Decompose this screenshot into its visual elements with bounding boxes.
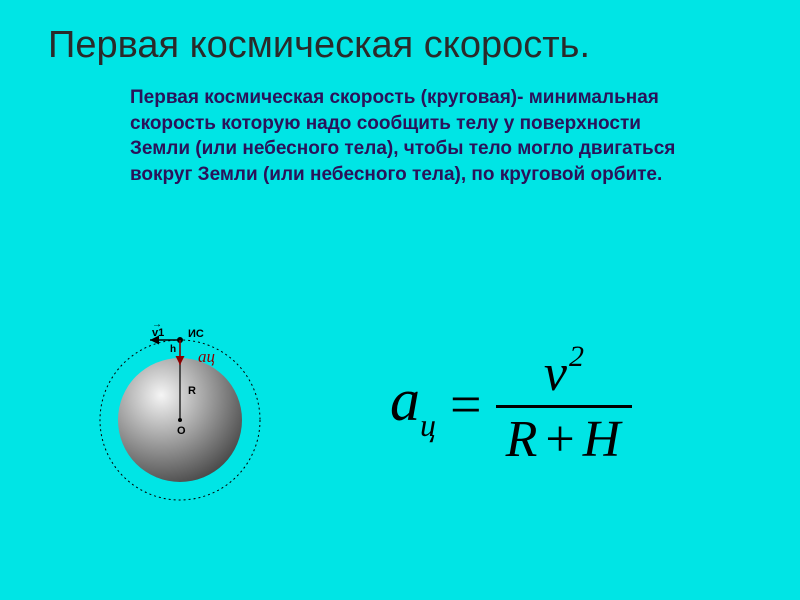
satellite-label: ИС [188, 328, 204, 340]
h-label: h [170, 344, 176, 355]
definition-text: Первая космическая скорость (круговая)- … [130, 85, 690, 188]
num-var: v [544, 345, 567, 402]
v1-label: v1 [152, 327, 164, 339]
formula-lhs: aц [390, 366, 436, 444]
num-exp: 2 [569, 340, 584, 373]
slide: Первая космическая скорость. Первая косм… [0, 0, 800, 600]
center-dot [178, 418, 182, 422]
formula-lhs-var: a [390, 367, 420, 433]
formula-lhs-sub: ц [420, 407, 436, 443]
page-title: Первая космическая скорость. [48, 24, 760, 67]
centripetal-formula: aц = v2 R+H [390, 340, 632, 469]
formula-fraction: v2 R+H [496, 340, 633, 469]
orbit-svg: O R h → v1 aц ИС [80, 310, 280, 510]
orbit-diagram: O R h → v1 aц ИС [80, 310, 280, 510]
ac-label: aц [198, 347, 215, 366]
formula-numerator: v2 [524, 340, 604, 405]
den-left: R [506, 411, 540, 468]
den-right: H [583, 411, 623, 468]
formula-denominator: R+H [496, 408, 633, 469]
plus-sign: + [545, 411, 576, 468]
equals-sign: = [450, 373, 482, 437]
radius-label: R [188, 385, 196, 397]
center-label: O [177, 425, 186, 437]
